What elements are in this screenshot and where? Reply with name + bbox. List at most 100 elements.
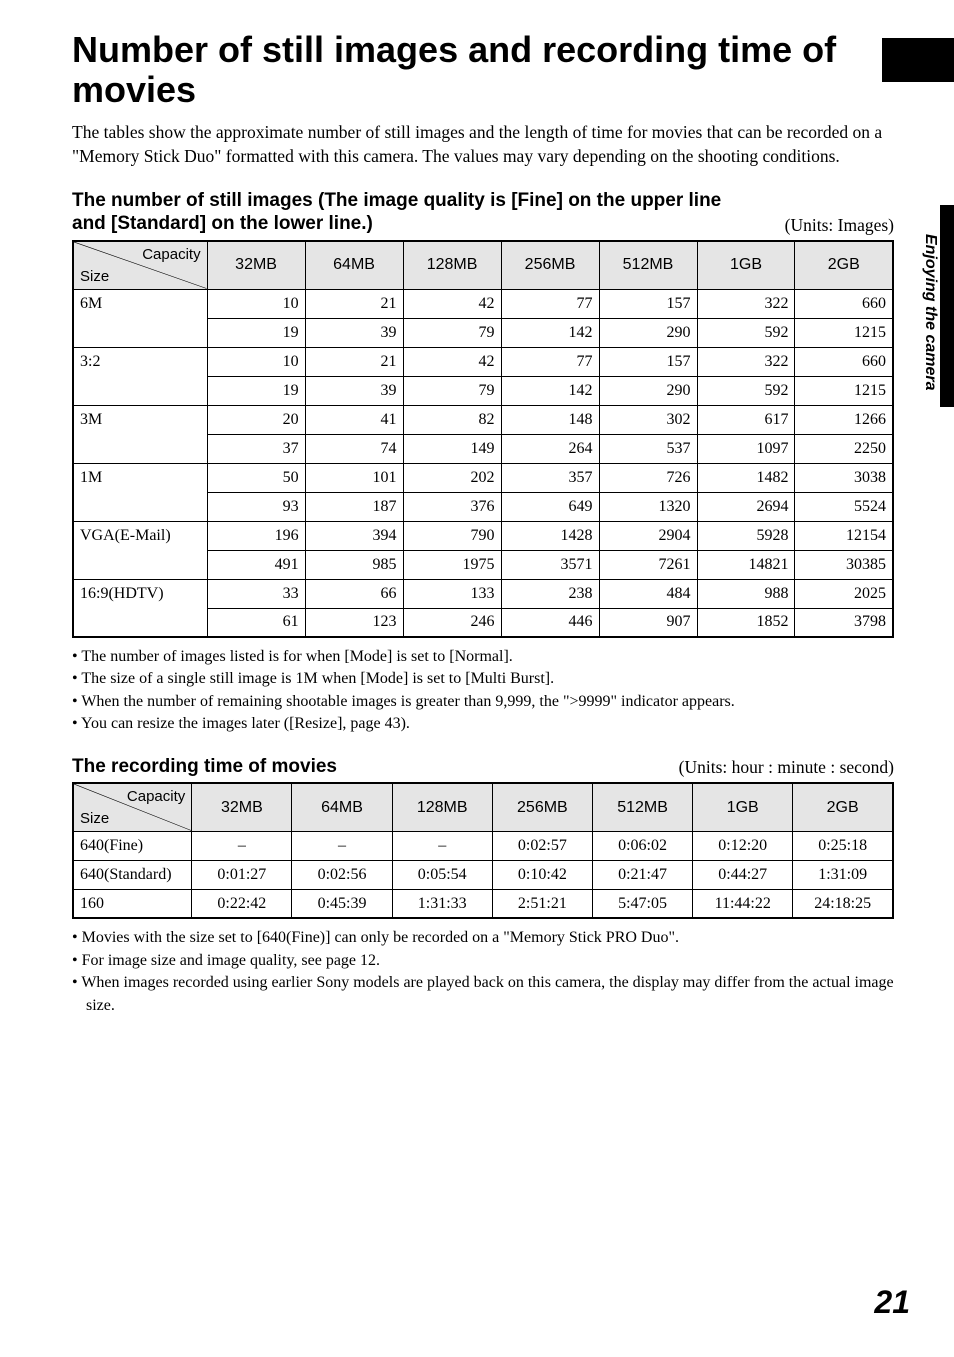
table-cell: 246 bbox=[403, 608, 501, 637]
row-label: 160 bbox=[73, 889, 192, 918]
col-header: 128MB bbox=[403, 241, 501, 289]
size-label: Size bbox=[80, 810, 109, 827]
table-cell: 2025 bbox=[795, 579, 893, 608]
table-cell: 12154 bbox=[795, 521, 893, 550]
table-cell: 77 bbox=[501, 289, 599, 318]
table-cell: 10 bbox=[207, 289, 305, 318]
table2-heading: The recording time of movies bbox=[72, 756, 337, 779]
table-cell: 10 bbox=[207, 347, 305, 376]
table-cell: 0:06:02 bbox=[592, 831, 692, 860]
table-cell: 39 bbox=[305, 318, 403, 347]
table-cell: 1:31:09 bbox=[793, 860, 893, 889]
col-header: 512MB bbox=[592, 783, 692, 831]
table-cell: 1320 bbox=[599, 492, 697, 521]
table-cell: 157 bbox=[599, 347, 697, 376]
table-cell: 985 bbox=[305, 550, 403, 579]
col-header: 256MB bbox=[501, 241, 599, 289]
table-cell: 5928 bbox=[697, 521, 795, 550]
table-cell: 33 bbox=[207, 579, 305, 608]
table-cell: 537 bbox=[599, 434, 697, 463]
table-cell: 77 bbox=[501, 347, 599, 376]
page-side-tab bbox=[940, 205, 954, 407]
table-cell: 19 bbox=[207, 376, 305, 405]
table-cell: 2694 bbox=[697, 492, 795, 521]
table-cell: 988 bbox=[697, 579, 795, 608]
col-header: 1GB bbox=[697, 241, 795, 289]
table-cell: 66 bbox=[305, 579, 403, 608]
col-header: 128MB bbox=[392, 783, 492, 831]
table-cell: 93 bbox=[207, 492, 305, 521]
table-cell: 592 bbox=[697, 376, 795, 405]
table-cell: 0:10:42 bbox=[492, 860, 592, 889]
table-cell: 302 bbox=[599, 405, 697, 434]
table-cell: 1482 bbox=[697, 463, 795, 492]
table-cell: 238 bbox=[501, 579, 599, 608]
table-cell: 1097 bbox=[697, 434, 795, 463]
capacity-label: Capacity bbox=[142, 246, 200, 263]
table-cell: 5:47:05 bbox=[592, 889, 692, 918]
table-cell: 1975 bbox=[403, 550, 501, 579]
table-cell: – bbox=[392, 831, 492, 860]
table-cell: 5524 bbox=[795, 492, 893, 521]
table-cell: 3571 bbox=[501, 550, 599, 579]
note-item: You can resize the images later ([Resize… bbox=[72, 713, 894, 735]
table-cell: 37 bbox=[207, 434, 305, 463]
table-cell: 41 bbox=[305, 405, 403, 434]
note-item: When the number of remaining shootable i… bbox=[72, 691, 894, 713]
table1-notes: The number of images listed is for when … bbox=[72, 646, 894, 736]
table1-units: (Units: Images) bbox=[785, 215, 894, 236]
table-cell: 264 bbox=[501, 434, 599, 463]
table-cell: 3038 bbox=[795, 463, 893, 492]
table-cell: 50 bbox=[207, 463, 305, 492]
table-diagonal-header: Capacity Size bbox=[73, 241, 207, 289]
table-cell: – bbox=[292, 831, 392, 860]
size-label: Size bbox=[80, 268, 109, 285]
table-cell: 484 bbox=[599, 579, 697, 608]
table-cell: 42 bbox=[403, 289, 501, 318]
table-cell: 20 bbox=[207, 405, 305, 434]
row-label-empty bbox=[73, 376, 207, 405]
table-cell: 660 bbox=[795, 289, 893, 318]
note-item: The number of images listed is for when … bbox=[72, 646, 894, 668]
table-cell: 7261 bbox=[599, 550, 697, 579]
table-cell: 0:44:27 bbox=[693, 860, 793, 889]
row-label: 3M bbox=[73, 405, 207, 434]
table2-units: (Units: hour : minute : second) bbox=[679, 757, 894, 778]
table-cell: 142 bbox=[501, 376, 599, 405]
row-label-empty bbox=[73, 492, 207, 521]
still-images-table: Capacity Size 32MB 64MB 128MB 256MB 512M… bbox=[72, 240, 894, 638]
table-cell: 0:21:47 bbox=[592, 860, 692, 889]
table-cell: 79 bbox=[403, 376, 501, 405]
col-header: 256MB bbox=[492, 783, 592, 831]
table-cell: 0:25:18 bbox=[793, 831, 893, 860]
col-header: 32MB bbox=[192, 783, 292, 831]
table-cell: 790 bbox=[403, 521, 501, 550]
row-label: VGA(E-Mail) bbox=[73, 521, 207, 550]
table-cell: 30385 bbox=[795, 550, 893, 579]
table-cell: 290 bbox=[599, 318, 697, 347]
table-cell: 2904 bbox=[599, 521, 697, 550]
table-cell: 79 bbox=[403, 318, 501, 347]
table-cell: 376 bbox=[403, 492, 501, 521]
table-cell: 0:02:57 bbox=[492, 831, 592, 860]
note-item: When images recorded using earlier Sony … bbox=[72, 972, 894, 1017]
table-cell: 322 bbox=[697, 289, 795, 318]
table-cell: 1852 bbox=[697, 608, 795, 637]
table-cell: 1428 bbox=[501, 521, 599, 550]
row-label: 640(Fine) bbox=[73, 831, 192, 860]
table-cell: 290 bbox=[599, 376, 697, 405]
section-label: Enjoying the camera bbox=[921, 234, 939, 391]
page-title: Number of still images and recording tim… bbox=[72, 30, 894, 109]
note-item: The size of a single still image is 1M w… bbox=[72, 668, 894, 690]
table-cell: 1215 bbox=[795, 376, 893, 405]
table-cell: 394 bbox=[305, 521, 403, 550]
capacity-label: Capacity bbox=[127, 788, 185, 805]
table-cell: 11:44:22 bbox=[693, 889, 793, 918]
table-cell: 133 bbox=[403, 579, 501, 608]
table-cell: 19 bbox=[207, 318, 305, 347]
table-diagonal-header: Capacity Size bbox=[73, 783, 192, 831]
table-cell: 617 bbox=[697, 405, 795, 434]
table-cell: 21 bbox=[305, 289, 403, 318]
table-cell: 101 bbox=[305, 463, 403, 492]
table-cell: 357 bbox=[501, 463, 599, 492]
